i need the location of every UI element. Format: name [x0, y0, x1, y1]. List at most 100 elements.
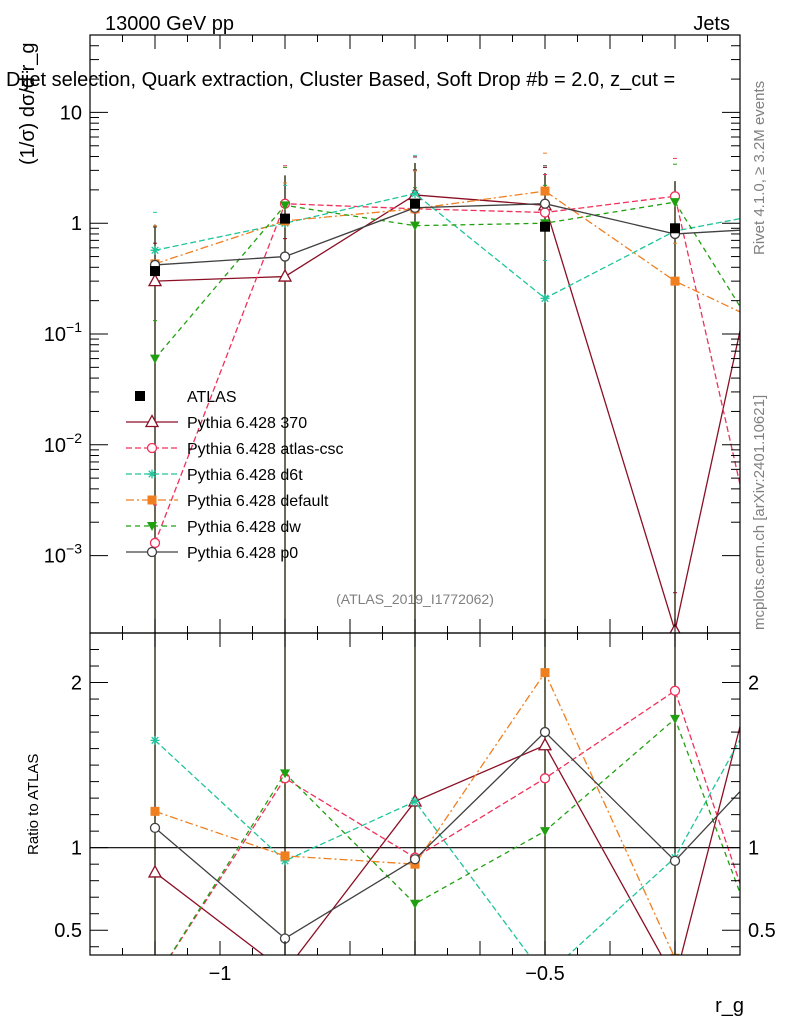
main-panel: 10 1 10−1 10−2 10−3 — [44, 34, 779, 634]
legend-marker-2 — [147, 469, 157, 479]
ratio-point-0 — [767, 593, 779, 604]
ratio-point-3 — [150, 806, 160, 816]
series-point-0 — [277, 268, 293, 282]
side-label-bottom: mcplots.cern.ch [arXiv:2401.10621] — [751, 395, 768, 630]
series-point-4 — [410, 221, 420, 231]
legend-label-4: Pythia 6.428 dw — [187, 519, 301, 536]
series-point-1 — [149, 537, 161, 549]
series-point-2 — [768, 208, 777, 217]
ratio-point-1 — [539, 773, 551, 784]
y-tick-label: 10−2 — [44, 430, 82, 457]
data-point — [150, 266, 160, 277]
ratio-line-5 — [154, 731, 740, 940]
ratio-panel: −1 −0.5 2 2 1 1 0.5 0.5 — [54, 593, 779, 985]
ratio-line-2 — [154, 738, 740, 955]
series-point-5 — [768, 224, 777, 233]
ratio-point-5 — [149, 822, 161, 834]
legend-label-2: Pythia 6.428 d6t — [187, 467, 303, 484]
plot-title: Dijet selection, Quark extraction, Clust… — [6, 69, 675, 91]
series-point-3 — [670, 276, 680, 286]
y-tick-label: 1 — [71, 213, 82, 235]
ratio-point-4 — [768, 976, 778, 985]
series-point-1 — [539, 207, 551, 218]
legend-marker-1 — [146, 442, 158, 454]
series-line-2 — [154, 192, 740, 300]
ratio-line-1 — [170, 689, 740, 955]
data-point — [670, 223, 680, 234]
ratio-point-5 — [669, 855, 681, 867]
series-point-2 — [150, 245, 160, 255]
x-tick-label: −1 — [209, 963, 232, 985]
ratio-tick-label-right: 2 — [748, 673, 759, 695]
ratio-tick-label: 1 — [71, 838, 82, 860]
legend-label-0: Pythia 6.428 370 — [187, 415, 307, 432]
ratio-point-3 — [280, 851, 290, 861]
ratio-point-2 — [410, 796, 420, 806]
series-point-3 — [768, 323, 777, 332]
ratio-point-0 — [147, 864, 163, 878]
series-point-4 — [280, 201, 290, 211]
legend-marker-3 — [147, 495, 157, 505]
series-point-4 — [150, 354, 160, 364]
legend-label-data: ATLAS — [187, 389, 237, 406]
y-tick-label: 10−1 — [44, 319, 82, 346]
ratio-point-3 — [540, 668, 550, 678]
series-line-5 — [154, 203, 740, 266]
series-point-4 — [768, 355, 778, 364]
ratio-tick-label-right: 1 — [748, 838, 759, 860]
series-point-1 — [768, 624, 777, 633]
ratio-line-4 — [169, 717, 740, 955]
legend-marker-4 — [147, 522, 157, 531]
series-point-4 — [670, 198, 680, 208]
legend-label-3: Pythia 6.428 default — [187, 493, 329, 510]
legend: ATLAS Pythia 6.428 370 Pythia 6.428 atlas-… — [126, 389, 344, 562]
ratio-axis-title: Ratio to ATLAS — [25, 754, 42, 855]
side-label-top: Rivet 4.1.0, ≥ 3.2M events — [751, 81, 768, 255]
ratio-line-3 — [154, 671, 675, 955]
energy-label: 13000 GeV pp — [105, 13, 234, 35]
y-tick-label: 10 — [60, 102, 82, 124]
series-line-1 — [154, 195, 740, 544]
series-point-0 — [147, 273, 163, 287]
ratio-line-0 — [154, 723, 740, 955]
ratio-point-4 — [280, 769, 290, 779]
ratio-point-5 — [539, 726, 551, 738]
series-line-0 — [154, 194, 740, 633]
series-point-2 — [410, 189, 420, 199]
ratio-point-4 — [670, 714, 680, 724]
ratio-tick-label: 2 — [71, 673, 82, 695]
ratio-point-0 — [279, 965, 291, 976]
ratio-point-2 — [768, 676, 777, 685]
ratio-point-3 — [768, 975, 777, 984]
series-point-2 — [540, 293, 550, 303]
series-line-4 — [154, 201, 740, 359]
legend-marker-0 — [144, 414, 160, 428]
ratio-tick-label: 0.5 — [54, 920, 82, 942]
x-axis-title: r_g — [715, 995, 744, 1017]
data-point — [410, 198, 420, 209]
ratio-point-1 — [768, 975, 777, 984]
ratio-point-2 — [150, 735, 160, 745]
series-point-3 — [540, 186, 550, 196]
ratio-point-5 — [409, 854, 421, 865]
legend-label-1: Pythia 6.428 atlas-csc — [187, 441, 344, 458]
data-point — [280, 213, 290, 224]
legend-marker-data — [135, 391, 145, 401]
ratio-point-4 — [540, 827, 550, 837]
category-label: Jets — [693, 13, 730, 35]
data-point — [540, 221, 550, 232]
ratio-point-1 — [151, 975, 160, 984]
ratio-point-4 — [410, 899, 420, 909]
ratio-point-5 — [768, 752, 777, 761]
series-line-3 — [154, 190, 740, 313]
y-tick-label: 10−3 — [44, 541, 82, 568]
y-axis-title: (1/σ) dσ/d r_g — [17, 42, 39, 165]
series-point-5 — [539, 198, 551, 209]
x-tick-label: −0.5 — [525, 963, 564, 985]
ratio-point-0 — [669, 973, 681, 984]
legend-label-5: Pythia 6.428 p0 — [187, 545, 298, 562]
series-point-0 — [767, 175, 779, 186]
ratio-tick-label-right: 0.5 — [748, 920, 776, 942]
legend-marker-5 — [146, 546, 158, 558]
